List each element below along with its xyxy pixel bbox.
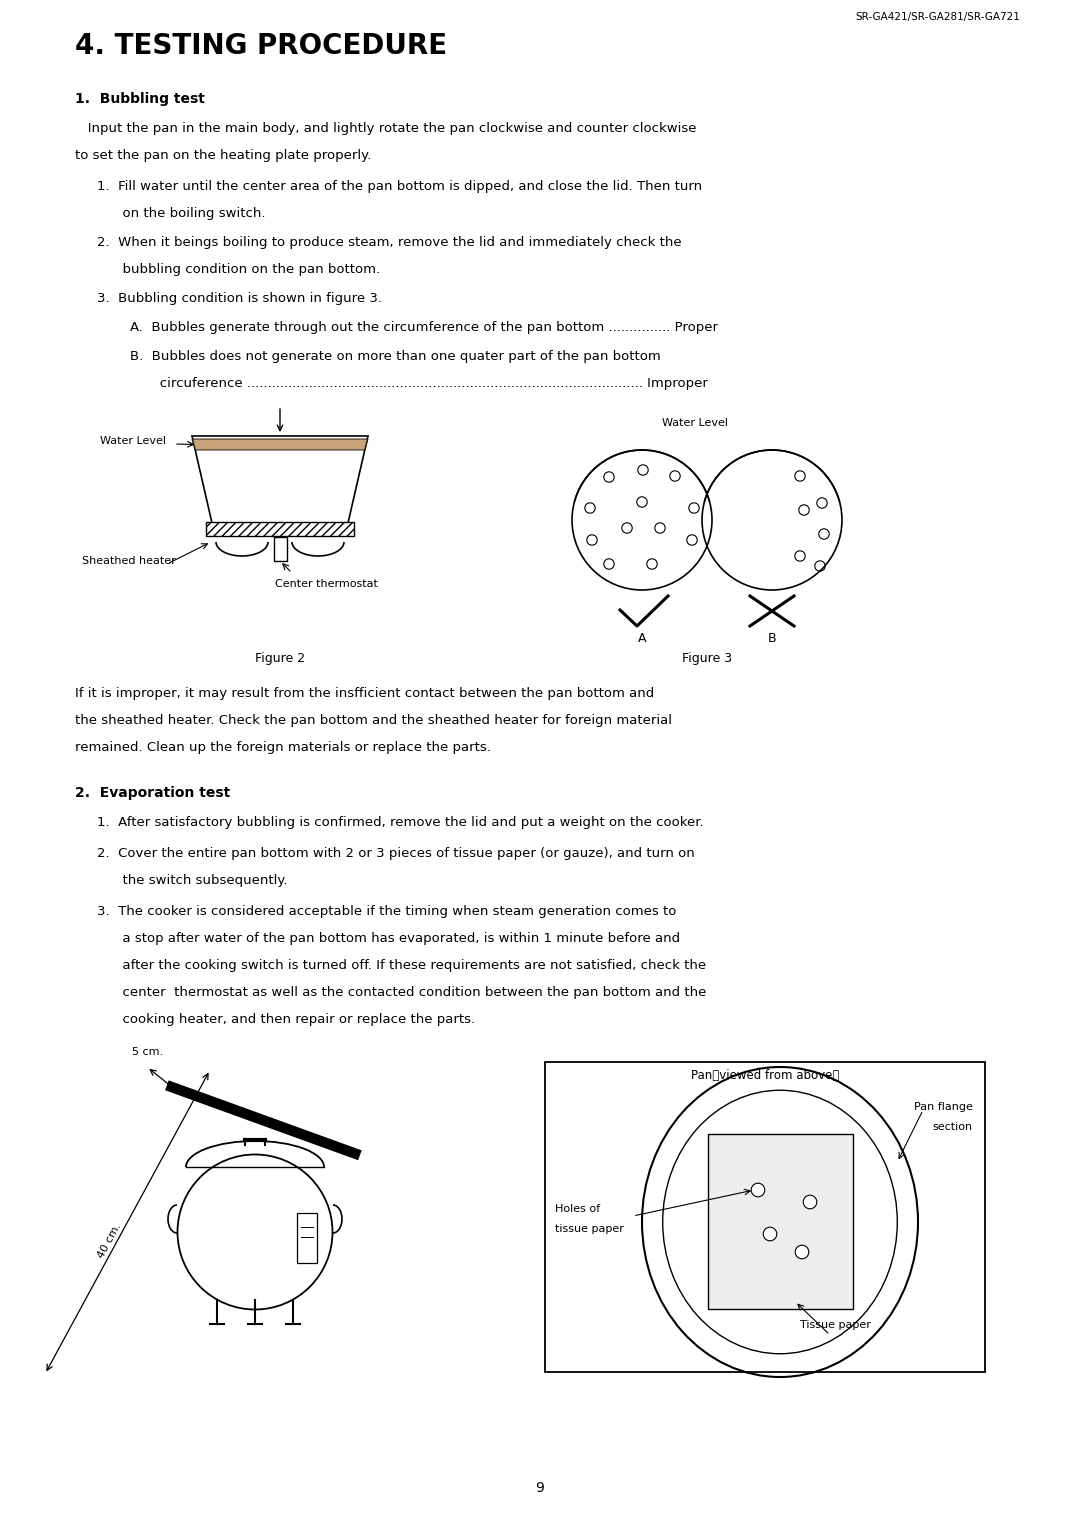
Text: cooking heater, and then repair or replace the parts.: cooking heater, and then repair or repla… <box>97 1012 475 1026</box>
Text: 40 cm.: 40 cm. <box>96 1222 123 1260</box>
Text: to set the pan on the heating plate properly.: to set the pan on the heating plate prop… <box>75 150 372 162</box>
Text: Input the pan in the main body, and lightly rotate the pan clockwise and counter: Input the pan in the main body, and ligh… <box>75 122 697 134</box>
Text: B.  Bubbles does not generate on more than one quater part of the pan bottom: B. Bubbles does not generate on more tha… <box>130 350 661 363</box>
FancyBboxPatch shape <box>297 1212 318 1263</box>
FancyBboxPatch shape <box>273 538 286 560</box>
Text: A: A <box>638 632 646 644</box>
Circle shape <box>764 1228 777 1241</box>
Circle shape <box>752 1183 765 1197</box>
Text: Figure 3: Figure 3 <box>681 652 732 664</box>
Text: 2.  Cover the entire pan bottom with 2 or 3 pieces of tissue paper (or gauze), a: 2. Cover the entire pan bottom with 2 or… <box>97 847 694 860</box>
Text: 1.  Bubbling test: 1. Bubbling test <box>75 92 205 105</box>
Text: 9: 9 <box>536 1481 544 1495</box>
Text: after the cooking switch is turned off. If these requirements are not satisfied,: after the cooking switch is turned off. … <box>97 959 706 973</box>
Text: 2.  When it beings boiling to produce steam, remove the lid and immediately chec: 2. When it beings boiling to produce ste… <box>97 237 681 249</box>
Text: SR-GA421/SR-GA281/SR-GA721: SR-GA421/SR-GA281/SR-GA721 <box>855 12 1020 21</box>
Text: 5 cm.: 5 cm. <box>132 1048 163 1057</box>
Text: 1.  After satisfactory bubbling is confirmed, remove the lid and put a weight on: 1. After satisfactory bubbling is confir… <box>97 815 704 829</box>
FancyBboxPatch shape <box>545 1061 985 1371</box>
Text: Holes of: Holes of <box>555 1203 600 1214</box>
Text: tissue paper: tissue paper <box>555 1225 624 1234</box>
Circle shape <box>795 1245 809 1258</box>
Text: Water Level: Water Level <box>662 418 728 428</box>
Text: Center thermostat: Center thermostat <box>275 579 378 589</box>
Text: bubbling condition on the pan bottom.: bubbling condition on the pan bottom. <box>97 263 380 276</box>
Text: 3.  The cooker is considered acceptable if the timing when steam generation come: 3. The cooker is considered acceptable i… <box>97 906 676 918</box>
Text: remained. Clean up the foreign materials or replace the parts.: remained. Clean up the foreign materials… <box>75 741 491 754</box>
Text: A.  Bubbles generate through out the circumference of the pan bottom ...........: A. Bubbles generate through out the circ… <box>130 321 718 334</box>
Text: Figure 2: Figure 2 <box>255 652 305 664</box>
Text: If it is improper, it may result from the insfficient contact between the pan bo: If it is improper, it may result from th… <box>75 687 654 699</box>
Text: 1.  Fill water until the center area of the pan bottom is dipped, and close the : 1. Fill water until the center area of t… <box>97 180 702 192</box>
Text: on the boiling switch.: on the boiling switch. <box>97 208 266 220</box>
FancyBboxPatch shape <box>707 1135 852 1310</box>
Text: circuference ...................................................................: circuference ...........................… <box>130 377 707 389</box>
Text: center  thermostat as well as the contacted condition between the pan bottom and: center thermostat as well as the contact… <box>97 986 706 999</box>
Text: Pan（viewed from above）: Pan（viewed from above） <box>691 1069 839 1083</box>
Text: the sheathed heater. Check the pan bottom and the sheathed heater for foreign ma: the sheathed heater. Check the pan botto… <box>75 715 672 727</box>
Text: Water Level: Water Level <box>100 437 166 446</box>
Text: section: section <box>933 1122 973 1132</box>
Text: the switch subsequently.: the switch subsequently. <box>97 873 287 887</box>
Text: Sheathed heater: Sheathed heater <box>82 556 176 567</box>
Text: Pan flange: Pan flange <box>914 1102 973 1112</box>
Polygon shape <box>192 438 368 450</box>
Text: a stop after water of the pan bottom has evaporated, is within 1 minute before a: a stop after water of the pan bottom has… <box>97 931 680 945</box>
Text: 3.  Bubbling condition is shown in figure 3.: 3. Bubbling condition is shown in figure… <box>97 292 382 305</box>
Text: Tissue paper: Tissue paper <box>799 1319 870 1330</box>
Text: 4. TESTING PROCEDURE: 4. TESTING PROCEDURE <box>75 32 447 60</box>
Text: B: B <box>768 632 777 644</box>
Text: 2.  Evaporation test: 2. Evaporation test <box>75 786 230 800</box>
Polygon shape <box>206 522 354 536</box>
Circle shape <box>804 1196 816 1209</box>
